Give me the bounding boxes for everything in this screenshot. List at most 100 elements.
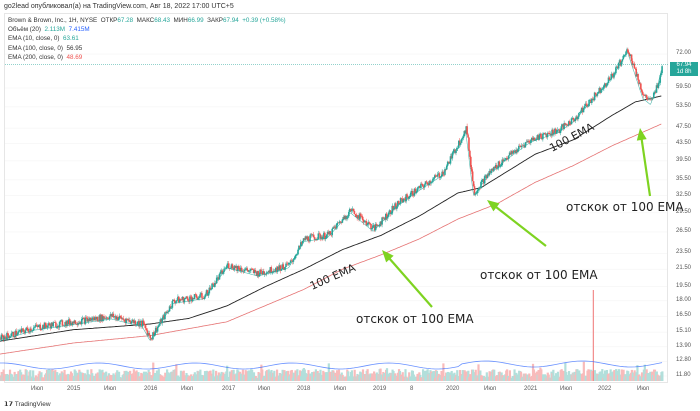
candle-body [540, 133, 542, 139]
candle-body [472, 181, 475, 187]
candle-body [530, 137, 533, 141]
candle-body [216, 277, 219, 278]
candle-body [287, 262, 290, 265]
candle-body [134, 320, 137, 325]
candle-body [162, 315, 164, 319]
candle-body [545, 134, 548, 138]
candle-body [655, 85, 658, 93]
candle-body [182, 296, 185, 303]
candle-body [533, 137, 536, 141]
candle-body [282, 264, 285, 268]
candle-body [106, 317, 109, 319]
candle-body [378, 225, 381, 227]
candle-body [493, 166, 495, 171]
candle-body [628, 53, 631, 56]
candle-body [105, 317, 107, 319]
candle-body [494, 165, 497, 169]
candle-body [324, 238, 327, 240]
candle-body [591, 98, 594, 100]
candle-body [117, 317, 119, 320]
candle-body [597, 91, 600, 94]
candle-body [233, 265, 236, 270]
candle-body [148, 333, 151, 336]
candle-body [234, 265, 236, 268]
candle-body [96, 316, 99, 321]
candle-body [401, 198, 404, 203]
candle-body [48, 323, 51, 326]
candle-body [522, 145, 525, 147]
candle-body [312, 234, 315, 238]
candle-body [179, 299, 182, 300]
volume-bar [506, 369, 509, 381]
candle-body [526, 141, 528, 143]
candle-body [29, 328, 31, 333]
candle-body [164, 312, 166, 320]
candle-body [355, 214, 358, 217]
candle-body [603, 83, 606, 86]
candle-body [498, 161, 501, 167]
candle-body [616, 66, 618, 68]
tradingview-logo[interactable]: 𝟭𝟳 TradingView [4, 401, 51, 408]
candle-body [20, 329, 22, 333]
candle-body [367, 222, 370, 225]
candle-body [436, 174, 439, 177]
time-tick: 2017 [222, 386, 236, 392]
candle-body [28, 331, 30, 333]
candle-body [338, 221, 341, 223]
candle-body [93, 317, 96, 321]
volume-bar [456, 370, 459, 381]
candle-body [456, 147, 458, 152]
candle-body [413, 188, 416, 196]
candle-body [481, 179, 483, 183]
candle-body [659, 75, 662, 83]
candle-body [329, 231, 332, 235]
candle-body [136, 324, 139, 325]
candle-body [426, 182, 429, 185]
last-price-badge: 67.94 1d 8h [670, 62, 698, 76]
candle-body [141, 320, 144, 327]
candle-body [174, 301, 176, 304]
candle-body [626, 49, 628, 52]
price-tick: 19.50 [676, 282, 692, 289]
volume-bar [601, 369, 604, 381]
candle-body [482, 179, 484, 180]
candle-body [89, 317, 91, 321]
candle-body [86, 317, 89, 322]
candle-body [141, 320, 143, 327]
candle-body [433, 177, 435, 179]
candle-body [435, 175, 438, 177]
candle-body [100, 314, 103, 322]
candle-body [525, 141, 528, 143]
candle-body [587, 105, 589, 107]
candle-body [572, 117, 575, 120]
legend-ema10: EMA (10, close, 0) 63.61 [8, 35, 79, 43]
candle-body [137, 321, 139, 325]
price-tick: 39.50 [676, 156, 692, 163]
candle-body [558, 129, 561, 134]
volume-bar [437, 373, 440, 381]
candle-body [191, 298, 194, 302]
chart-pane[interactable] [4, 13, 668, 383]
arrow-shaft [387, 256, 433, 308]
candle-body [140, 320, 142, 323]
candle-body [563, 123, 565, 130]
candle-body [363, 221, 366, 223]
volume-bar [622, 369, 625, 381]
candle-body [290, 260, 293, 262]
candle-body [354, 213, 357, 215]
volume-spike [592, 290, 594, 381]
candle-body [446, 161, 449, 166]
candle-body [360, 216, 363, 217]
time-tick: Июл [31, 386, 44, 392]
candle-body [187, 298, 189, 302]
ema-annotation: 100 EMA [547, 120, 596, 154]
candle-body [432, 178, 434, 182]
candle-body [335, 226, 337, 229]
arrow-head [487, 200, 500, 212]
candle-body [47, 323, 50, 326]
candle-body [238, 265, 240, 270]
candle-body [566, 124, 568, 126]
ema-annotation: 100 EMA [308, 261, 358, 293]
candle-body [307, 236, 309, 241]
candle-body [416, 188, 419, 192]
